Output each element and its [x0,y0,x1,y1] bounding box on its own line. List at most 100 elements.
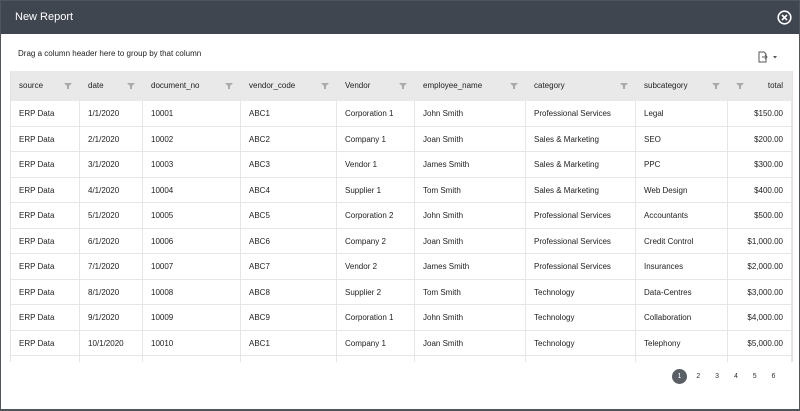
grid-cell: 10008 [143,279,241,305]
grid-cell: ABC1 [241,330,337,356]
export-button[interactable] [758,51,780,63]
grid-cell: 10005 [143,203,241,229]
grid-cell: ERP Data [11,152,80,178]
filter-icon[interactable] [399,83,407,89]
page-button[interactable]: 3 [715,373,720,380]
grid-cell: ERP Data [11,305,80,331]
grid-cell: 5/1/2020 [80,203,143,229]
filter-icon[interactable] [510,83,518,89]
grid-cell: 10003 [143,152,241,178]
grid-cell: $3,000.00 [728,279,792,305]
grid-cell-partial [143,356,241,362]
grid-cell: Corporation 1 [337,101,415,127]
grid-cell: 7/1/2020 [80,254,143,280]
filter-icon[interactable] [127,83,135,89]
grid-cell: Corporation 2 [337,203,415,229]
grid-cell: ABC6 [241,228,337,254]
column-header[interactable]: category [526,71,636,101]
grid-cell: Sales & Marketing [526,152,636,178]
grid-cell: ABC8 [241,279,337,305]
grid-cell: Professional Services [526,101,636,127]
grid-cell: Technology [526,279,636,305]
grid-cell: 10/1/2020 [80,330,143,356]
grid-cell: ERP Data [11,101,80,127]
filter-icon[interactable] [321,83,329,89]
grid-cell: $5,000.00 [728,330,792,356]
grid-cell: PPC [636,152,728,178]
grid-cell: ABC1 [241,101,337,127]
grid-cell: 10004 [143,177,241,203]
grid-cell: John Smith [415,101,526,127]
grid-cell: Web Design [636,177,728,203]
close-button[interactable] [777,10,792,25]
grid-cell: 10010 [143,330,241,356]
filter-icon[interactable] [712,83,720,89]
grid-cell: Technology [526,305,636,331]
grid-cell: 3/1/2020 [80,152,143,178]
column-header[interactable]: employee_name [415,71,526,101]
filter-icon[interactable] [736,83,744,89]
page-button[interactable]: 5 [752,373,757,380]
modal-header: New Report [1,1,799,34]
page-button[interactable]: 2 [696,373,701,380]
grid-cell: Tom Smith [415,177,526,203]
grid-cell: Sales & Marketing [526,177,636,203]
grid-cell: Joan Smith [415,330,526,356]
grid-cell: Joan Smith [415,126,526,152]
column-header[interactable]: document_no [143,71,241,101]
grid-cell: Corporation 1 [337,305,415,331]
filter-icon[interactable] [64,83,72,89]
grid-cell: Vendor 1 [337,152,415,178]
grid-cell: $150.00 [728,101,792,127]
grid-cell: James Smith [415,254,526,280]
filter-icon[interactable] [225,83,233,89]
grid-cell: Company 1 [337,126,415,152]
grid-cell: Collaboration [636,305,728,331]
grid-cell: 10007 [143,254,241,280]
grid-cell: $4,000.00 [728,305,792,331]
grid-cell: 2/1/2020 [80,126,143,152]
grid-cell-partial [11,356,80,362]
grid-cell: 10002 [143,126,241,152]
grid-cell: 6/1/2020 [80,228,143,254]
column-header[interactable]: subcategory [636,71,728,101]
column-header[interactable]: date [80,71,143,101]
group-hint: Drag a column header here to group by th… [18,49,202,58]
filter-icon[interactable] [620,83,628,89]
grid-cell: ERP Data [11,177,80,203]
grid-cell: $200.00 [728,126,792,152]
grid-cell-partial [241,356,337,362]
page-button[interactable]: 1 [672,369,687,384]
grid-cell: 10001 [143,101,241,127]
grid-cell-partial [80,356,143,362]
grid-cell: ABC5 [241,203,337,229]
column-header[interactable]: total [728,71,792,101]
grid-cell: 1/1/2020 [80,101,143,127]
grid-cell: Professional Services [526,228,636,254]
grid-cell: $2,000.00 [728,254,792,280]
grid-cell: ERP Data [11,203,80,229]
grid-cell-partial [526,356,636,362]
grid-cell: Vendor 2 [337,254,415,280]
grid-cell-partial [415,356,526,362]
grid-cell: James Smith [415,152,526,178]
grid-cell: Professional Services [526,203,636,229]
grid-cell: 4/1/2020 [80,177,143,203]
modal-title: New Report [15,11,74,23]
grid-cell: John Smith [415,305,526,331]
column-header[interactable]: vendor_code [241,71,337,101]
grid-cell: ABC2 [241,126,337,152]
grid-cell: ABC3 [241,152,337,178]
grid-cell: ERP Data [11,330,80,356]
grid-cell: Legal [636,101,728,127]
grid-cell: ABC9 [241,305,337,331]
page-button[interactable]: 4 [733,373,738,380]
grid-cell: Insurances [636,254,728,280]
grid-cell: SEO [636,126,728,152]
grid-cell: 10009 [143,305,241,331]
column-header[interactable]: Vendor [337,71,415,101]
grid-cell: 10006 [143,228,241,254]
page-button[interactable]: 6 [771,373,776,380]
column-header[interactable]: source [11,71,80,101]
